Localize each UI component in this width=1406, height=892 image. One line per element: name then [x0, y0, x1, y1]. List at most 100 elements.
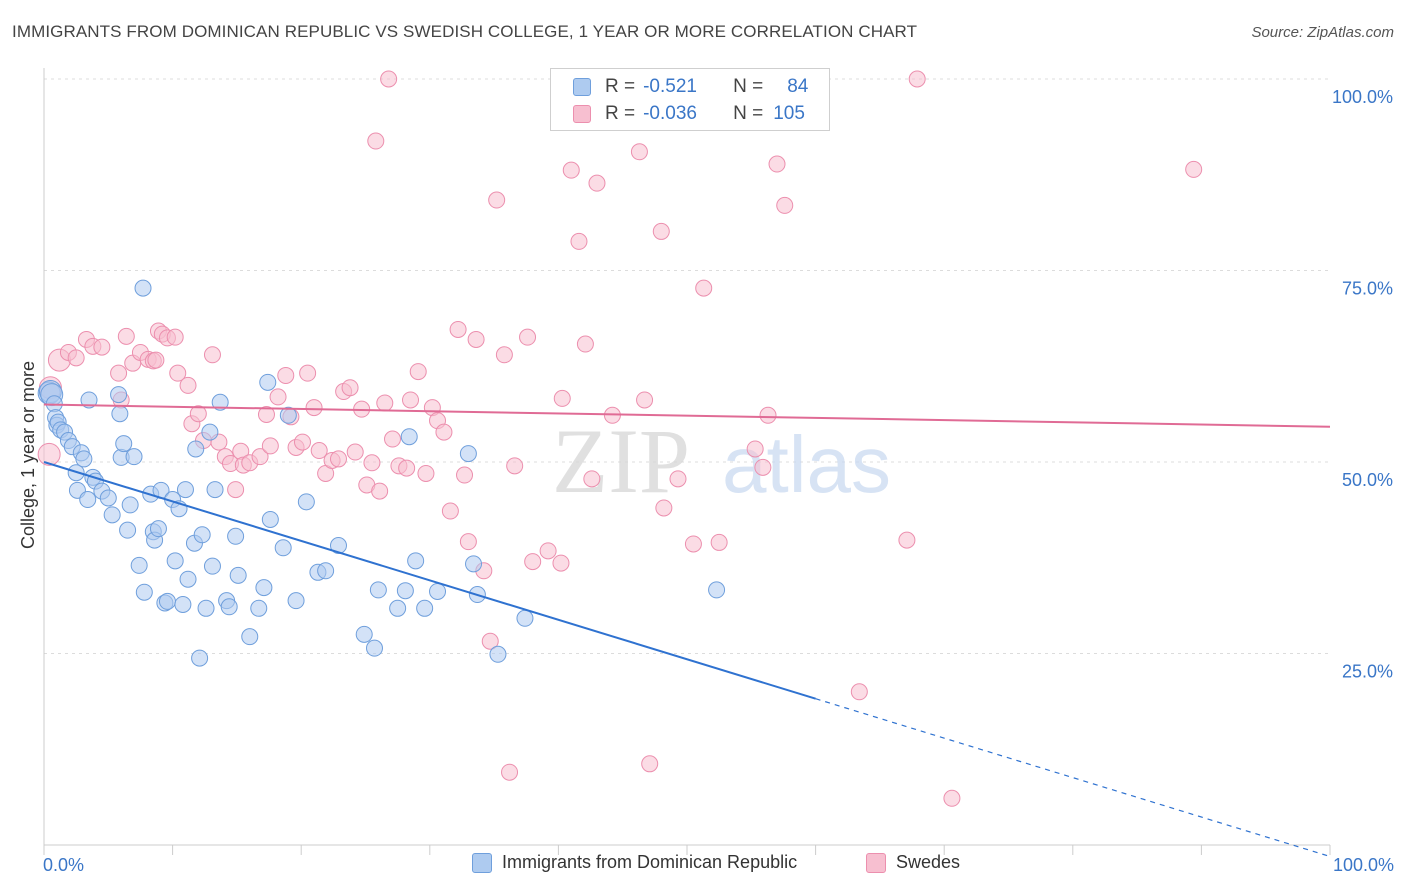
swedes-point [435, 423, 453, 441]
swedes-point [179, 376, 197, 394]
dominican-point [135, 583, 153, 601]
bottom-legend-swatch-pink [866, 852, 886, 873]
dominican-point [149, 520, 167, 538]
swedes-point [630, 143, 648, 161]
swedes-point [1185, 160, 1203, 178]
legend-r-value: -0.036 [643, 103, 697, 124]
swedes-point [257, 406, 275, 424]
swedes-point [277, 366, 295, 384]
swedes-point [398, 459, 416, 477]
legend-n-label: N = [733, 103, 764, 124]
swedes-point [695, 279, 713, 297]
swedes-point [768, 155, 786, 173]
swedes-point [269, 388, 287, 406]
swedes-point [583, 470, 601, 488]
dominican-point [274, 539, 292, 557]
swedes-point [669, 470, 687, 488]
dominican-point [206, 481, 224, 499]
swedes-point [376, 394, 394, 412]
dominican-point [255, 579, 273, 597]
bottom-legend-label: Swedes [896, 852, 961, 872]
series-dominican-points [37, 279, 726, 667]
dominican-point [158, 592, 176, 610]
y-tick-label: 50.0% [1342, 470, 1393, 490]
swedes-point [488, 191, 506, 209]
swedes-point [710, 533, 728, 551]
swedes-point [227, 481, 245, 499]
dominican-point [708, 581, 726, 599]
dominican-point [489, 645, 507, 663]
x-tick-label-max: 100.0% [1333, 855, 1394, 875]
dominican-point [80, 391, 98, 409]
bottom-legend-swedes: Swedes [866, 852, 960, 873]
dominican-point [400, 428, 418, 446]
dominican-point [396, 582, 414, 600]
swedes-point [367, 132, 385, 150]
swedes-point [552, 554, 570, 572]
dominican-point [121, 496, 139, 514]
swedes-point [449, 320, 467, 338]
legend-swatch-pink [573, 105, 591, 123]
legend-row-dominican: R = -0.521 N = 84 [573, 75, 808, 99]
swedes-point [203, 346, 221, 364]
dominican-point [407, 552, 425, 570]
source-credit: Source: ZipAtlas.com [1251, 24, 1394, 41]
swedes-point [251, 448, 269, 466]
swedes-point [93, 338, 111, 356]
x-tick-label-min: 0.0% [43, 855, 84, 875]
swedes-point [908, 70, 926, 88]
dominican-point [229, 566, 247, 584]
dominican-point [227, 527, 245, 545]
y-axis-label: College, 1 year or more [18, 361, 38, 549]
swedes-point [166, 328, 184, 346]
swedes-point [67, 349, 85, 367]
swedes-point [481, 632, 499, 650]
watermark: ZIP atlas [552, 410, 891, 512]
swedes-point [402, 391, 420, 409]
swedes-point [754, 458, 772, 476]
dominican-point [111, 405, 129, 423]
dominican-point [103, 506, 121, 524]
swedes-point [384, 430, 402, 448]
gridlines [44, 78, 1330, 654]
dominican-point [203, 557, 221, 575]
swedes-point [506, 457, 524, 475]
legend-n-label: N = [733, 76, 764, 97]
swedes-point [553, 389, 571, 407]
swedes-point [363, 454, 381, 472]
axes: 25.0% 50.0% 75.0% 100.0% [43, 68, 1393, 855]
legend-row-swedes: R = -0.036 N = 105 [573, 102, 805, 126]
dominican-point [259, 373, 277, 391]
swedes-point [341, 379, 359, 397]
swedes-point [652, 222, 670, 240]
dominican-trend-extension [815, 698, 1331, 858]
dominican-point [119, 521, 137, 539]
swedes-point [655, 499, 673, 517]
swedes-point [371, 482, 389, 500]
dominican-point [317, 562, 335, 580]
dominican-point [261, 510, 279, 528]
swedes-point [562, 161, 580, 179]
swedes-point [539, 542, 557, 560]
dominican-point [191, 649, 209, 667]
swedes-point [417, 464, 435, 482]
legend-r-label: R = [605, 76, 636, 97]
swedes-point [329, 450, 347, 468]
swedes-point [459, 533, 477, 551]
dominican-point [297, 493, 315, 511]
dominican-point [130, 556, 148, 574]
bottom-legend-swatch-blue [472, 852, 492, 873]
dominican-point [187, 440, 205, 458]
swedes-trend-line [43, 403, 1331, 428]
swedes-point [261, 437, 279, 455]
dominican-point [174, 595, 192, 613]
watermark-zip: ZIP [552, 410, 690, 512]
dominican-point [459, 445, 477, 463]
swedes-point [495, 346, 513, 364]
dominican-point [220, 598, 238, 616]
bottom-legend-dominican: Immigrants from Dominican Republic [472, 852, 797, 873]
dominican-point [197, 599, 215, 617]
swedes-point [310, 442, 328, 460]
swedes-point [746, 440, 764, 458]
